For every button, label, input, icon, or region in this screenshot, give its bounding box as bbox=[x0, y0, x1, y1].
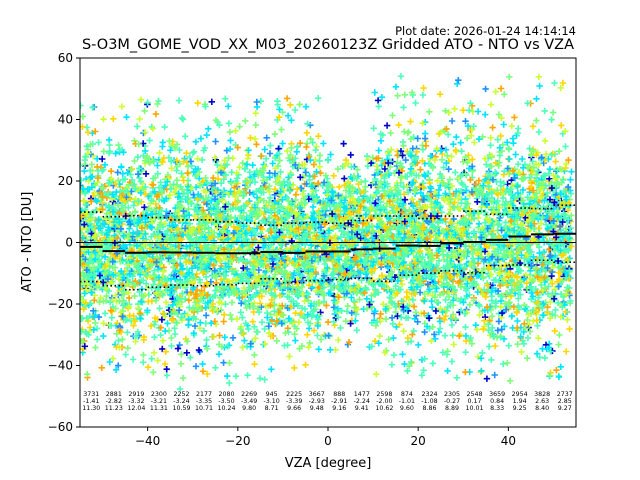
plot-date: Plot date: 2026-01-24 14:14:14 bbox=[395, 24, 576, 38]
data-point bbox=[115, 337, 122, 344]
data-point bbox=[250, 308, 257, 316]
data-point bbox=[196, 325, 204, 332]
data-point bbox=[215, 351, 223, 358]
data-point bbox=[228, 299, 236, 306]
data-point bbox=[241, 298, 249, 305]
data-point bbox=[211, 261, 218, 268]
data-point bbox=[171, 330, 179, 338]
data-point bbox=[115, 275, 123, 283]
data-point bbox=[266, 150, 274, 157]
data-point bbox=[299, 190, 306, 198]
data-point bbox=[286, 353, 293, 360]
data-point bbox=[267, 194, 274, 202]
data-point bbox=[203, 336, 210, 344]
data-point bbox=[100, 332, 107, 340]
data-point bbox=[131, 137, 138, 144]
data-point bbox=[292, 337, 299, 344]
data-point bbox=[97, 164, 105, 171]
data-point bbox=[245, 297, 252, 304]
data-point bbox=[191, 212, 198, 220]
data-point bbox=[140, 351, 147, 359]
data-point bbox=[80, 225, 86, 233]
data-point bbox=[151, 188, 158, 195]
data-point bbox=[227, 137, 234, 144]
data-point bbox=[291, 331, 298, 338]
data-point bbox=[151, 334, 158, 341]
data-point bbox=[266, 188, 273, 195]
data-point bbox=[191, 322, 199, 330]
data-point bbox=[257, 230, 264, 237]
data-point bbox=[222, 300, 229, 308]
data-point bbox=[303, 180, 310, 188]
data-point bbox=[316, 163, 323, 170]
data-point bbox=[309, 139, 316, 146]
data-point bbox=[94, 336, 101, 343]
data-point bbox=[124, 329, 131, 336]
data-point bbox=[168, 342, 175, 350]
data-point bbox=[282, 193, 289, 201]
data-point bbox=[216, 332, 223, 339]
data-point bbox=[232, 193, 239, 200]
data-point bbox=[218, 300, 225, 307]
data-point bbox=[317, 309, 324, 316]
data-point bbox=[182, 133, 189, 140]
data-point bbox=[317, 169, 324, 177]
data-point bbox=[217, 276, 225, 283]
data-point bbox=[226, 379, 233, 387]
data-point bbox=[278, 126, 285, 133]
data-point bbox=[146, 137, 153, 144]
data-point bbox=[228, 179, 235, 187]
data-point bbox=[232, 127, 239, 134]
data-point bbox=[160, 154, 167, 162]
data-point bbox=[136, 174, 143, 182]
data-point bbox=[91, 297, 98, 304]
data-point bbox=[263, 134, 270, 141]
data-point bbox=[100, 148, 107, 155]
data-point bbox=[98, 197, 105, 204]
data-point bbox=[214, 175, 222, 183]
data-point bbox=[92, 319, 99, 327]
data-point bbox=[225, 103, 232, 110]
data-point bbox=[224, 343, 231, 350]
data-point bbox=[181, 155, 188, 162]
data-point bbox=[205, 125, 212, 132]
data-point bbox=[251, 299, 258, 307]
data-point bbox=[203, 312, 210, 319]
chart-title: S-O3M_GOME_VOD_XX_M03_20260123Z Gridded … bbox=[82, 37, 574, 53]
data-point bbox=[159, 158, 166, 166]
data-point bbox=[292, 310, 299, 317]
data-point bbox=[156, 305, 163, 312]
data-point bbox=[130, 322, 137, 329]
data-point bbox=[108, 314, 115, 321]
data-point bbox=[130, 182, 137, 189]
data-point bbox=[183, 150, 190, 157]
data-point bbox=[166, 192, 173, 199]
data-point bbox=[312, 146, 319, 154]
data-point bbox=[253, 225, 261, 232]
data-point bbox=[101, 310, 109, 317]
data-point bbox=[239, 344, 246, 351]
data-point bbox=[304, 319, 312, 326]
data-point bbox=[316, 152, 324, 159]
data-point bbox=[267, 311, 274, 318]
data-point bbox=[181, 253, 188, 260]
data-point bbox=[162, 299, 170, 306]
data-point bbox=[131, 157, 138, 165]
data-point bbox=[115, 141, 122, 149]
data-point bbox=[310, 327, 318, 334]
data-point bbox=[305, 325, 313, 332]
data-point bbox=[99, 155, 106, 163]
data-point bbox=[258, 303, 265, 311]
data-point bbox=[237, 309, 245, 316]
data-point bbox=[244, 265, 251, 273]
data-point bbox=[109, 355, 117, 362]
data-point bbox=[274, 208, 281, 216]
data-point bbox=[186, 153, 193, 161]
data-point bbox=[141, 204, 148, 211]
data-point bbox=[113, 330, 120, 337]
scatter-points bbox=[80, 73, 575, 393]
